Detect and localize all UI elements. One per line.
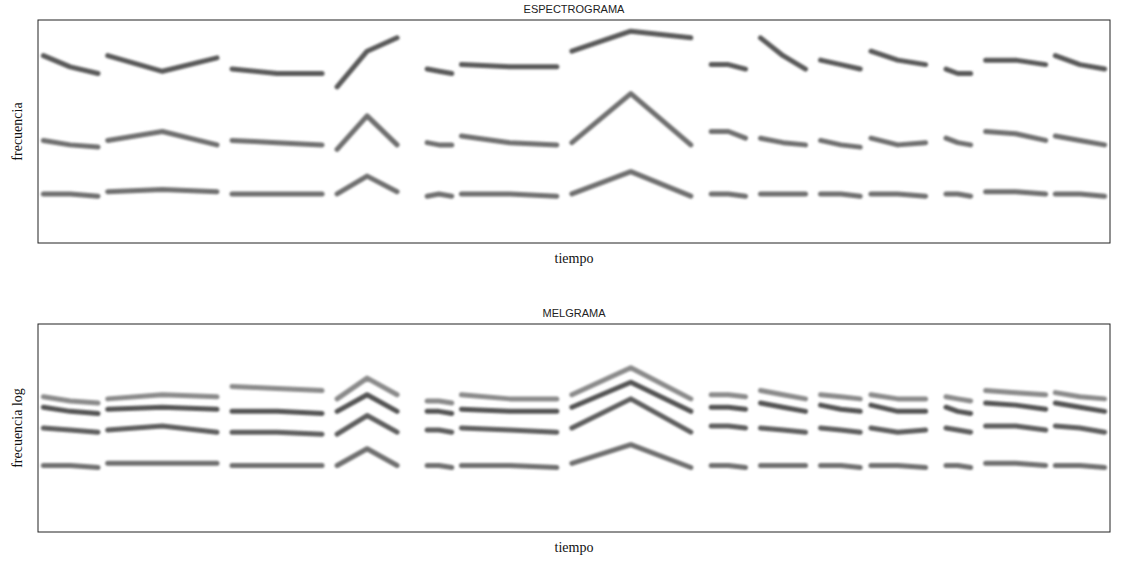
harmonic-line xyxy=(43,31,1104,87)
plot-area xyxy=(43,368,1104,468)
panel: ESPECTROGRAMA tiempo frecuencia xyxy=(10,3,1110,266)
figure: ESPECTROGRAMA tiempo frecuencia MELGRAMA tie… xyxy=(0,0,1126,563)
x-axis-title: tiempo xyxy=(555,251,594,266)
plot-frame xyxy=(38,20,1110,243)
harmonic-line xyxy=(43,172,1104,197)
panel-title: MELGRAMA xyxy=(543,307,607,319)
y-axis-title: frecuencia log xyxy=(10,388,25,468)
panel-title: ESPECTROGRAMA xyxy=(524,3,626,15)
plot-area xyxy=(43,31,1104,196)
harmonic-line xyxy=(43,94,1104,150)
plot-frame xyxy=(38,324,1110,532)
x-axis-title: tiempo xyxy=(555,540,594,555)
y-axis-title: frecuencia xyxy=(10,102,25,161)
harmonic-line xyxy=(43,445,1104,468)
panel: MELGRAMA tiempo frecuencia log xyxy=(10,307,1110,555)
harmonic-line xyxy=(43,368,1104,403)
